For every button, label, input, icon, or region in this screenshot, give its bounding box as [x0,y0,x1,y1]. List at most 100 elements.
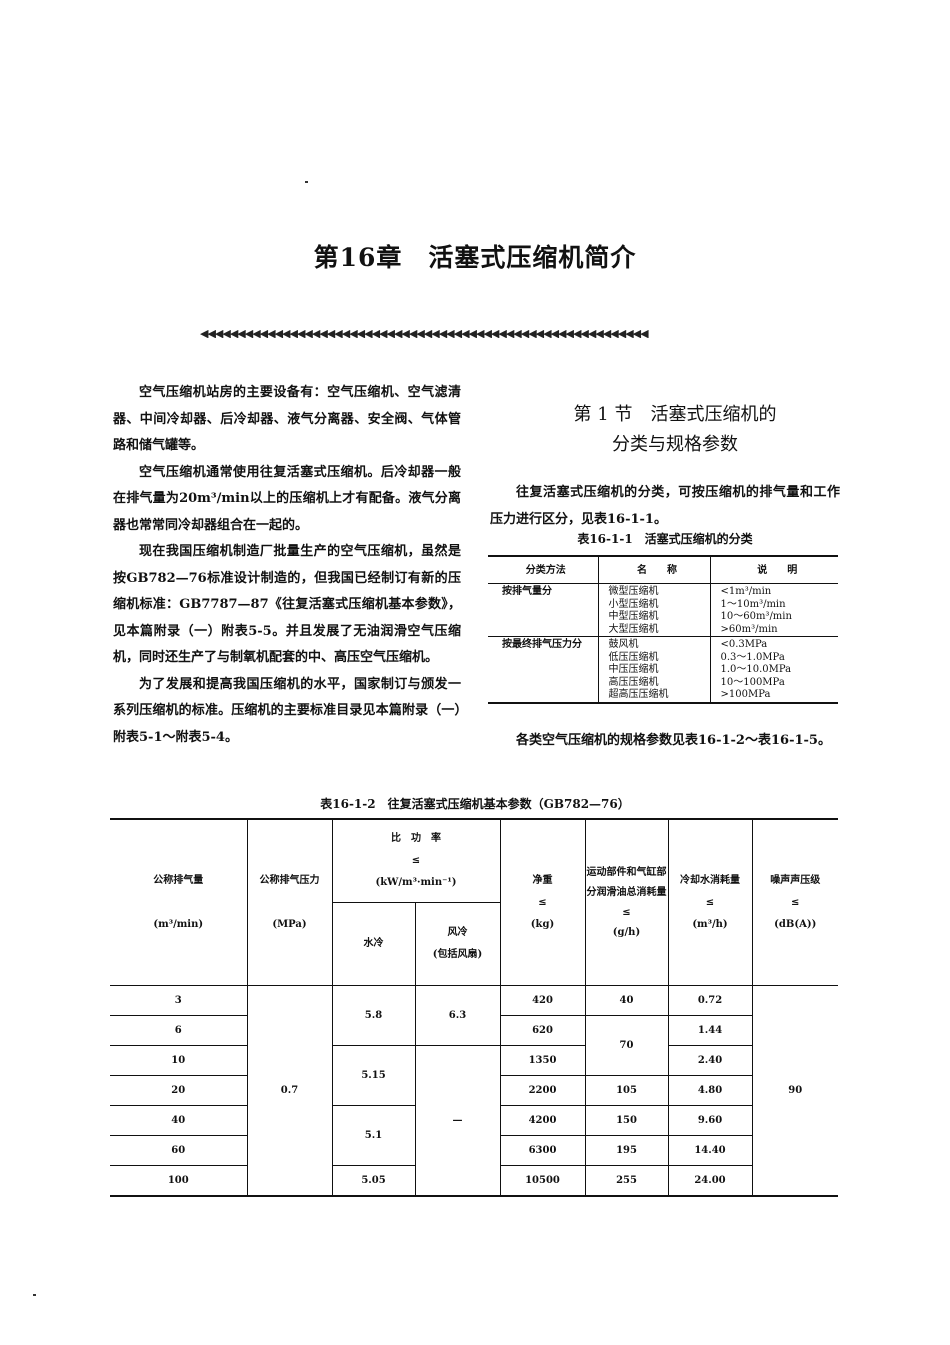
header-air-cooled: 风冷 (包括风扇) [414,902,500,986]
method-cell: 按排气量分 [502,586,552,597]
cell-weight: 4200 [499,1105,586,1136]
right-column-text-2: 各类空气压缩机的规格参数见表16-1-2～表16-1-5。 [490,728,840,755]
header-le: ≤ [791,896,800,908]
cell-flow: 6 [110,1015,248,1046]
names-cell: 微型压缩机 小型压缩机 中型压缩机 大型压缩机 [597,583,710,637]
header-unit: (g/h) [612,926,641,938]
cell-cooling-water: 2.40 [667,1045,752,1076]
classification-table: 分类方法 名 称 说 明 按排气量分 微型压缩机 小型压缩机 中型压缩机 大型压… [488,555,838,704]
header-le: ≤ [705,896,715,908]
header-text: 噪声声压级 [770,874,821,886]
notes-cell: <0.3MPa 0.3～1.0MPa 1.0～10.0MPa 10～100MPa… [709,636,838,703]
name: 中型压缩机 [608,611,659,622]
note: <0.3MPa [720,639,768,650]
header-text: 公称排气量 [153,874,204,886]
table-header-row: 公称排气量 (m³/min) 公称排气压力 (MPa) 比 功 率 ≤ (kW/m³·m… [110,819,838,986]
cell-weight: 2200 [499,1075,586,1106]
header-weight: 净重 ≤ (kg) [499,819,586,986]
ornament-divider: ◀◀◀◀◀◀◀◀◀◀◀◀◀◀◀◀◀◀◀◀◀◀◀◀◀◀◀◀◀◀◀◀◀◀◀◀◀◀◀◀… [200,330,649,338]
table-row: 20 2200 105 4.80 [110,1075,838,1106]
method-cell: 按最终排气压力分 [488,636,598,703]
header-le: ≤ [622,906,631,918]
header-text: 冷却水消耗量 [680,874,740,886]
header-water-cooled: 水冷 [332,902,416,986]
paragraph: 往复活塞式压缩机的分类，可按压缩机的排气量和工作压力进行区分，见表16-1-1。 [490,485,840,527]
cell-cooling-water: 1.44 [667,1015,752,1046]
cell-cooling-water: 4.80 [667,1075,752,1106]
cell-oil: 70 [584,1015,669,1076]
cell-weight: 620 [499,1015,586,1046]
table-row: 10 5.15 — 1350 2.40 [110,1045,838,1197]
cell-cooling-water: 0.72 [667,985,753,1016]
column-header: 分类方法 [488,556,598,584]
paragraph: 为了发展和提高我国压缩机的水平，国家制订与颁发一系列压缩机的标准。压缩机的主要标… [113,676,461,745]
cell-oil: 195 [584,1135,669,1166]
table-row: 40 5.1 4200 150 9.60 [110,1105,838,1166]
cell-weight: 10500 [499,1165,586,1197]
header-le: ≤ [538,896,547,908]
cell-cooling-water: 14.40 [667,1135,752,1166]
header-text: 公称排气压力 [259,874,320,886]
cell-flow: 10 [110,1045,248,1076]
cell-weight: 6300 [499,1135,586,1166]
header-pressure: 公称排气压力 (MPa) [246,819,333,986]
name: 微型压缩机 [608,586,659,597]
cell-water-cooled: 5.15 [331,1045,416,1106]
cell-water-cooled: 5.1 [331,1105,416,1166]
cell-weight: 1350 [499,1045,586,1076]
header-text: 运动部件和气缸部分润滑油总消耗量 [586,866,667,898]
name: 大型压缩机 [608,623,659,635]
table-header-row: 水冷 风冷 (包括风扇) [110,902,838,986]
section-title-line: 分类与规格参数 [612,434,738,455]
table1-caption: 表16-1-1 活塞式压缩机的分类 [577,532,753,546]
cell-flow: 3 [110,985,248,1016]
cell-flow: 60 [110,1135,248,1166]
table-row: 按最终排气压力分 鼓风机 低压压缩机 中压压缩机 高压压缩机 超高压压缩机 <0… [488,636,838,703]
note: 0.3～1.0MPa [720,651,785,663]
cell-air-cooled: — [414,1045,501,1197]
table-row: 6 620 70 1.44 [110,1015,838,1076]
header-flow: 公称排气量 (m³/min) [110,819,248,986]
note: 10～60m³/min [720,611,792,622]
right-column-text: 往复活塞式压缩机的分类，可按压缩机的排气量和工作压力进行区分，见表16-1-1。 [490,480,840,533]
section-title: 第 1 节 活塞式压缩机的 分类与规格参数 [490,400,860,460]
cell-oil: 105 [584,1075,669,1106]
table-row: 100 5.05 10500 255 24.00 [110,1165,838,1197]
cell-water-cooled: 5.8 [331,985,416,1046]
cell-oil: 40 [584,985,669,1016]
cell-cooling-water: 9.60 [667,1105,752,1136]
cell-air-cooled: 6.3 [414,985,501,1046]
cell-flow: 40 [110,1105,248,1136]
header-le: ≤ [411,855,421,866]
cell-pressure: 0.7 [246,985,333,1197]
chapter-title: 第16章 活塞式压缩机简介 [313,243,637,272]
header-unit: (m³/min) [153,918,204,930]
cell-cooling-water: 24.00 [667,1165,752,1197]
table-header-row: 分类方法 名 称 说 明 [488,556,838,584]
header-unit: (kg) [530,918,555,930]
cell-flow: 20 [110,1075,248,1106]
paragraph: 现在我国压缩机制造厂批量生产的空气压缩机，虽然是按GB782—76标准设计制造的… [113,544,461,665]
column-header: 说 明 [709,556,838,584]
names-cell: 鼓风机 低压压缩机 中压压缩机 高压压缩机 超高压压缩机 [597,636,710,703]
name: 小型压缩机 [608,598,659,610]
name: 中压压缩机 [608,664,659,675]
header-text: 风冷 [447,927,468,938]
table2-caption: 表16-1-2 往复活塞式压缩机基本参数（GB782—76） [320,797,630,811]
header-oil: 运动部件和气缸部分润滑油总消耗量 ≤ (g/h) [584,819,669,986]
header-noise: 噪声声压级 ≤ (dB(A)) [751,819,838,986]
cell-oil: 150 [584,1105,669,1136]
header-text: 比 功 率 [391,833,441,844]
scan-speck [305,181,308,183]
header-unit: (m³/h) [692,918,728,930]
header-cooling-water: 冷却水消耗量 ≤ (m³/h) [667,819,753,986]
cell-flow: 100 [110,1165,248,1197]
note: >100MPa [720,689,771,700]
paragraph: 空气压缩机通常使用往复活塞式压缩机。后冷却器一般在排气量为20m³/min以上的… [113,464,461,533]
header-unit: (MPa) [272,918,307,930]
note: <1m³/min [720,586,772,597]
cell-water-cooled: 5.05 [331,1165,416,1197]
paragraph: 空气压缩机站房的主要设备有：空气压缩机、空气滤清器、中间冷却器、后冷却器、液气分… [113,385,461,453]
header-text: 净重 [532,874,553,886]
paragraph: 各类空气压缩机的规格参数见表16-1-2～表16-1-5。 [516,733,831,748]
